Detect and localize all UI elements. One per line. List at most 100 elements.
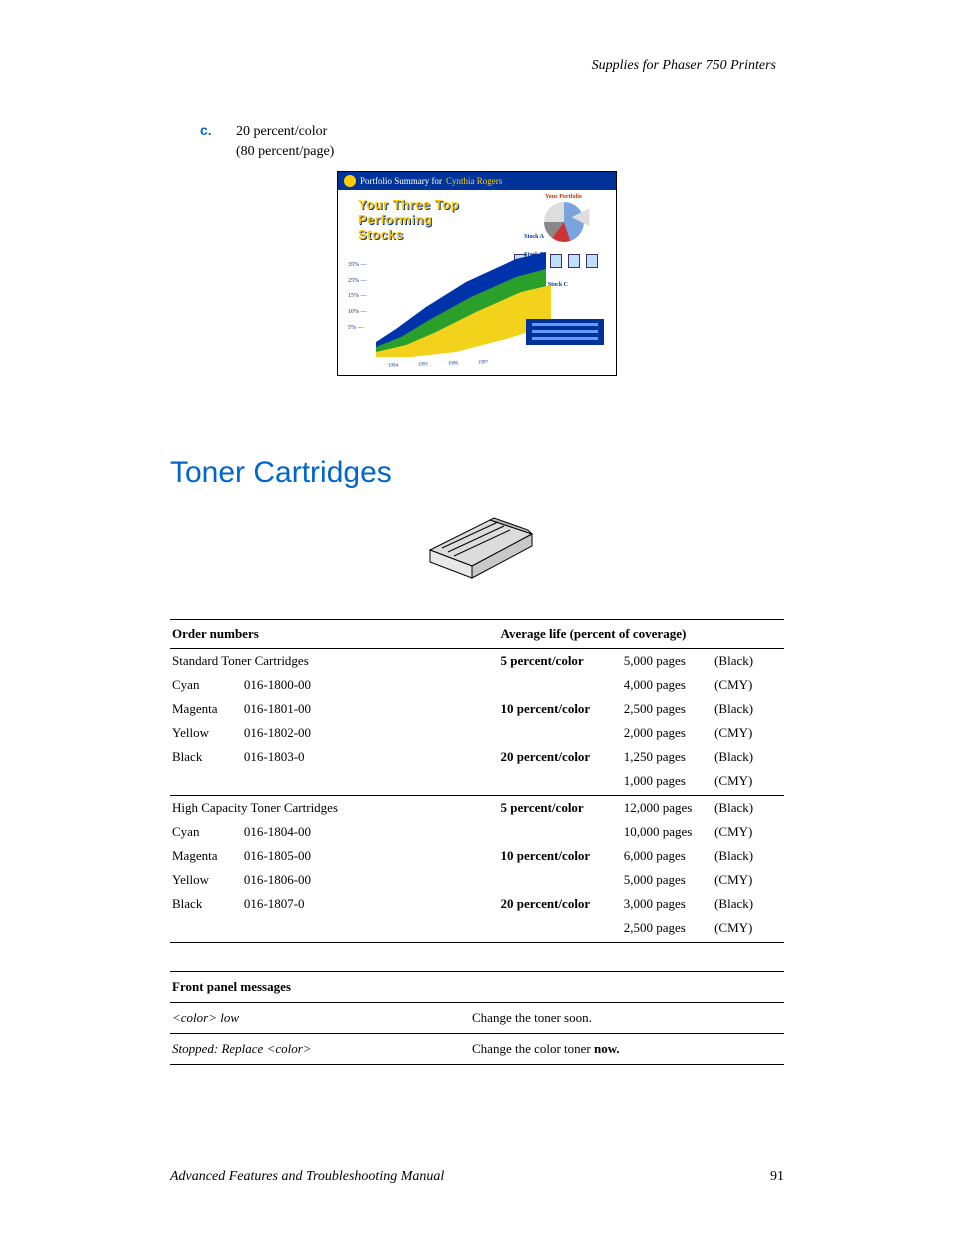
part: 016-1805-00 bbox=[242, 844, 499, 868]
color: Magenta bbox=[170, 697, 242, 721]
msg-header: Front panel messages bbox=[170, 972, 784, 1003]
order-numbers-table: Order numbers Average life (percent of c… bbox=[170, 619, 784, 943]
section-title: High Capacity Toner Cartridges bbox=[170, 796, 499, 821]
page-footer: Advanced Features and Troubleshooting Ma… bbox=[170, 1169, 784, 1185]
life-pct bbox=[499, 868, 622, 892]
xtick: 1994 bbox=[388, 364, 398, 369]
coverage-sample-figure: Portfolio Summary for Cynthia Rogers You… bbox=[337, 171, 617, 376]
stock-label: Stock A bbox=[524, 234, 544, 240]
xtick: 1995 bbox=[418, 363, 428, 368]
running-header: Supplies for Phaser 750 Printers bbox=[170, 58, 784, 74]
list-line2: (80 percent/page) bbox=[236, 144, 334, 159]
life-pct: 5 percent/color bbox=[499, 649, 622, 674]
color: Black bbox=[170, 745, 242, 769]
life-pages: 5,000 pages bbox=[622, 868, 712, 892]
life-ink: (Black) bbox=[712, 649, 784, 674]
msg-right-pre: Change the toner soon. bbox=[472, 1010, 592, 1025]
toner-cartridge-icon bbox=[412, 508, 542, 586]
section-heading: Toner Cartridges bbox=[170, 456, 784, 490]
color: Cyan bbox=[170, 820, 242, 844]
msg-right-pre: Change the color toner bbox=[472, 1041, 594, 1056]
life-pct: 10 percent/color bbox=[499, 697, 622, 721]
life-pages: 4,000 pages bbox=[622, 673, 712, 697]
cartridge-figure bbox=[170, 508, 784, 591]
msg-left: Stopped: Replace <color> bbox=[170, 1034, 470, 1065]
stock-label: Stock C bbox=[548, 282, 568, 288]
front-panel-messages-table: Front panel messages <color> low Change … bbox=[170, 971, 784, 1065]
life-ink: (CMY) bbox=[712, 769, 784, 796]
life-pct bbox=[499, 721, 622, 745]
part: 016-1807-0 bbox=[242, 892, 499, 916]
list-text: 20 percent/color (80 percent/page) bbox=[236, 122, 334, 161]
t2: Performing bbox=[358, 213, 459, 228]
life-pct: 20 percent/color bbox=[499, 892, 622, 916]
part: 016-1806-00 bbox=[242, 868, 499, 892]
msg-right-bold: now. bbox=[594, 1041, 620, 1056]
color: Black bbox=[170, 892, 242, 916]
color: Yellow bbox=[170, 868, 242, 892]
x-axis: 1994 1995 1996 1997 bbox=[388, 360, 488, 368]
xtick: 1997 bbox=[478, 360, 488, 365]
globe-icon bbox=[344, 175, 356, 187]
stock-label: Stock B bbox=[524, 252, 544, 258]
hdr-life: Average life (percent of coverage) bbox=[499, 620, 784, 649]
banner-prefix: Portfolio Summary for bbox=[360, 176, 442, 186]
life-ink: (CMY) bbox=[712, 868, 784, 892]
life-pages: 1,000 pages bbox=[622, 769, 712, 796]
life-pages: 10,000 pages bbox=[622, 820, 712, 844]
life-ink: (Black) bbox=[712, 892, 784, 916]
life-ink: (CMY) bbox=[712, 916, 784, 943]
life-pct bbox=[499, 820, 622, 844]
ytick: 10% bbox=[348, 305, 367, 321]
life-pages: 3,000 pages bbox=[622, 892, 712, 916]
part: 016-1804-00 bbox=[242, 820, 499, 844]
msg-left: <color> low bbox=[170, 1003, 470, 1034]
part: 016-1801-00 bbox=[242, 697, 499, 721]
color: Magenta bbox=[170, 844, 242, 868]
y-axis: 35% 25% 15% 10% 5% bbox=[348, 258, 367, 336]
list-line1: 20 percent/color bbox=[236, 124, 327, 139]
chart-body: Your Three Top Performing Stocks Your Po… bbox=[338, 190, 616, 375]
life-ink: (CMY) bbox=[712, 673, 784, 697]
life-pages: 1,250 pages bbox=[622, 745, 712, 769]
doc-icon bbox=[586, 254, 598, 268]
color: Yellow bbox=[170, 721, 242, 745]
footer-title: Advanced Features and Troubleshooting Ma… bbox=[170, 1169, 444, 1185]
t1: Your Three Top bbox=[358, 198, 459, 213]
life-pct bbox=[499, 916, 622, 943]
chart-banner: Portfolio Summary for Cynthia Rogers bbox=[338, 172, 616, 190]
life-pct bbox=[499, 673, 622, 697]
life-pct: 10 percent/color bbox=[499, 844, 622, 868]
life-pages: 2,500 pages bbox=[622, 697, 712, 721]
page-number: 91 bbox=[770, 1169, 784, 1185]
xtick: 1996 bbox=[448, 361, 458, 366]
hdr-order: Order numbers bbox=[170, 620, 499, 649]
life-pages: 12,000 pages bbox=[622, 796, 712, 821]
ytick: 25% bbox=[348, 274, 367, 290]
caption-box bbox=[526, 319, 604, 345]
doc-icon bbox=[568, 254, 580, 268]
ytick: 5% bbox=[348, 321, 367, 337]
life-ink: (CMY) bbox=[712, 820, 784, 844]
ytick: 15% bbox=[348, 289, 367, 305]
stocks-title: Your Three Top Performing Stocks bbox=[358, 198, 459, 243]
ytick: 35% bbox=[348, 258, 367, 274]
life-pct bbox=[499, 769, 622, 796]
msg-right: Change the color toner now. bbox=[470, 1034, 784, 1065]
life-pages: 6,000 pages bbox=[622, 844, 712, 868]
list-item-c: c. 20 percent/color (80 percent/page) bbox=[200, 122, 784, 161]
list-marker: c. bbox=[200, 122, 236, 161]
life-ink: (Black) bbox=[712, 844, 784, 868]
part: 016-1800-00 bbox=[242, 673, 499, 697]
life-pages: 2,000 pages bbox=[622, 721, 712, 745]
t3: Stocks bbox=[358, 228, 459, 243]
life-pages: 2,500 pages bbox=[622, 916, 712, 943]
pie-chart-icon bbox=[544, 202, 584, 242]
life-pct: 5 percent/color bbox=[499, 796, 622, 821]
msg-right: Change the toner soon. bbox=[470, 1003, 784, 1034]
life-ink: (Black) bbox=[712, 745, 784, 769]
banner-name: Cynthia Rogers bbox=[446, 176, 502, 186]
color: Cyan bbox=[170, 673, 242, 697]
life-ink: (Black) bbox=[712, 697, 784, 721]
life-pct: 20 percent/color bbox=[499, 745, 622, 769]
